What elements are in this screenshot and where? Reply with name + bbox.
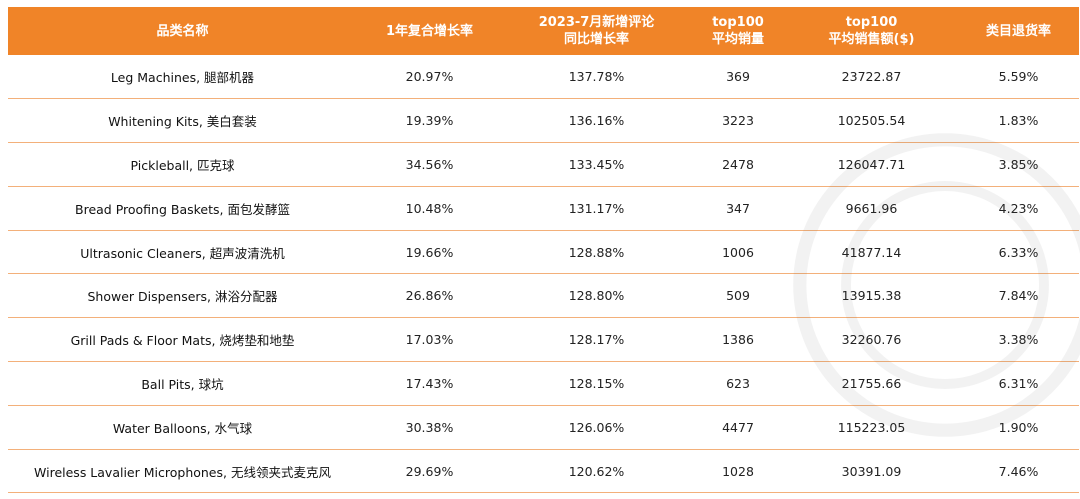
cell-category: Grill Pads & Floor Mats, 烧烤垫和地垫 [8, 317, 357, 363]
cell-avg-revenue: 32260.76 [785, 317, 958, 363]
cell-avg-sales: 3223 [691, 98, 785, 144]
table-row: Bread Proofing Baskets, 面包发酵篮 10.48% 131.1… [8, 186, 1079, 231]
header-return-rate: 类目退货率 [958, 7, 1079, 55]
header-avg-revenue: top100 平均销售额($) [785, 7, 958, 55]
table-row: Ultrasonic Cleaners, 超声波清洗机 19.66% 128.88%… [8, 230, 1079, 275]
header-avg-sales-line2: 平均销量 [711, 32, 764, 47]
header-avg-sales-line1: top100 [712, 15, 764, 30]
cell-category: Ball Pits, 球坑 [8, 361, 357, 406]
cell-cagr: 10.48% [357, 186, 502, 231]
cell-review-growth: 120.62% [502, 449, 691, 494]
table-row: Water Balloons, 水气球 30.38% 126.06% 4477 1152… [8, 405, 1079, 450]
cell-avg-sales: 509 [691, 273, 785, 319]
cell-cagr: 30.38% [357, 405, 502, 450]
cell-avg-sales: 347 [691, 186, 785, 231]
cell-return-rate: 4.23% [958, 186, 1079, 231]
cell-return-rate: 1.83% [958, 98, 1079, 144]
table-row: Pickleball, 匹克球 34.56% 133.45% 2478 126047.7… [8, 142, 1079, 187]
cell-avg-revenue: 21755.66 [785, 361, 958, 406]
cell-cagr: 26.86% [357, 273, 502, 319]
table-row: Whitening Kits, 美白套装 19.39% 136.16% 3223 102… [8, 98, 1079, 144]
table-row: Wireless Lavalier Microphones, 无线领夹式麦克风 2… [8, 449, 1079, 494]
header-cagr: 1年复合增长率 [357, 7, 502, 55]
header-category: 品类名称 [8, 7, 357, 55]
cell-cagr: 17.03% [357, 317, 502, 363]
table-row: Shower Dispensers, 淋浴分配器 26.86% 128.80% 509… [8, 273, 1079, 319]
header-avg-revenue-line1: top100 [845, 15, 898, 30]
table-row: Leg Machines, 腿部机器 20.97% 137.78% 369 23722.… [8, 55, 1079, 100]
header-avg-revenue-line2: 平均销售额($) [828, 32, 915, 47]
cell-cagr: 20.97% [357, 55, 502, 100]
cell-avg-revenue: 13915.38 [785, 273, 958, 319]
cell-category: Wireless Lavalier Microphones, 无线领夹式麦克风 [8, 449, 357, 494]
cell-category: Pickleball, 匹克球 [8, 142, 357, 187]
category-table: 品类名称 1年复合增长率 2023-7月新增评论 同比增长率 top100 平均… [8, 7, 1079, 494]
cell-avg-sales: 1028 [691, 449, 785, 494]
cell-avg-revenue: 41877.14 [785, 230, 958, 275]
cell-review-growth: 126.06% [502, 405, 691, 450]
cell-avg-sales: 623 [691, 361, 785, 406]
cell-cagr: 19.39% [357, 98, 502, 144]
cell-return-rate: 5.59% [958, 55, 1079, 100]
header-row: 品类名称 1年复合增长率 2023-7月新增评论 同比增长率 top100 平均… [8, 7, 1079, 55]
cell-avg-revenue: 115223.05 [785, 405, 958, 450]
header-review-growth-line1: 2023-7月新增评论 [538, 15, 655, 30]
cell-avg-revenue: 9661.96 [785, 186, 958, 231]
cell-cagr: 29.69% [357, 449, 502, 494]
cell-avg-revenue: 126047.71 [785, 142, 958, 187]
header-avg-sales: top100 平均销量 [691, 7, 785, 55]
cell-return-rate: 1.90% [958, 405, 1079, 450]
cell-avg-sales: 1386 [691, 317, 785, 363]
cell-return-rate: 6.31% [958, 361, 1079, 406]
table-row: Ball Pits, 球坑 17.43% 128.15% 623 21755.66 6.3… [8, 361, 1079, 406]
cell-avg-revenue: 102505.54 [785, 98, 958, 144]
cell-avg-sales: 4477 [691, 405, 785, 450]
cell-cagr: 34.56% [357, 142, 502, 187]
cell-category: Bread Proofing Baskets, 面包发酵篮 [8, 186, 357, 231]
cell-review-growth: 128.15% [502, 361, 691, 406]
cell-category: Water Balloons, 水气球 [8, 405, 357, 450]
cell-return-rate: 7.46% [958, 449, 1079, 494]
cell-category: Ultrasonic Cleaners, 超声波清洗机 [8, 230, 357, 275]
cell-review-growth: 128.17% [502, 317, 691, 363]
cell-cagr: 17.43% [357, 361, 502, 406]
cell-review-growth: 133.45% [502, 142, 691, 187]
cell-avg-sales: 1006 [691, 230, 785, 275]
cell-avg-revenue: 23722.87 [785, 55, 958, 100]
category-table-container: 品类名称 1年复合增长率 2023-7月新增评论 同比增长率 top100 平均… [8, 7, 1079, 494]
cell-return-rate: 3.85% [958, 142, 1079, 187]
cell-category: Whitening Kits, 美白套装 [8, 98, 357, 144]
table-header: 品类名称 1年复合增长率 2023-7月新增评论 同比增长率 top100 平均… [8, 7, 1079, 55]
cell-return-rate: 7.84% [958, 273, 1079, 319]
cell-review-growth: 136.16% [502, 98, 691, 144]
header-review-growth-line2: 同比增长率 [563, 32, 629, 47]
header-review-growth: 2023-7月新增评论 同比增长率 [502, 7, 691, 55]
cell-review-growth: 137.78% [502, 55, 691, 100]
cell-review-growth: 131.17% [502, 186, 691, 231]
cell-category: Leg Machines, 腿部机器 [8, 55, 357, 100]
table-row: Grill Pads & Floor Mats, 烧烤垫和地垫 17.03% 128… [8, 317, 1079, 363]
cell-return-rate: 6.33% [958, 230, 1079, 275]
cell-cagr: 19.66% [357, 230, 502, 275]
cell-return-rate: 3.38% [958, 317, 1079, 363]
cell-category: Shower Dispensers, 淋浴分配器 [8, 273, 357, 319]
cell-avg-revenue: 30391.09 [785, 449, 958, 494]
table-body: Leg Machines, 腿部机器 20.97% 137.78% 369 23722.… [8, 55, 1079, 494]
cell-review-growth: 128.80% [502, 273, 691, 319]
cell-avg-sales: 369 [691, 55, 785, 100]
cell-avg-sales: 2478 [691, 142, 785, 187]
cell-review-growth: 128.88% [502, 230, 691, 275]
